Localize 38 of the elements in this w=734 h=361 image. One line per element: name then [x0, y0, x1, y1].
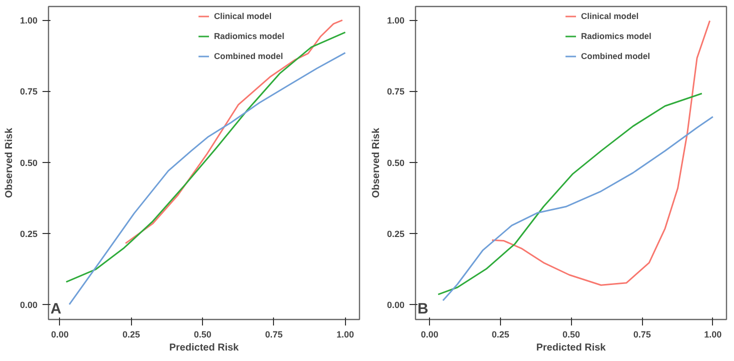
legend-label: Combined model [214, 51, 283, 61]
x-tick-label: 1.00 [704, 330, 722, 340]
x-axis-title: Predicted Risk [169, 342, 240, 354]
legend-label: Clinical model [214, 11, 272, 21]
x-tick-label: 0.00 [420, 330, 438, 340]
y-axis-title: Observed Risk [4, 128, 15, 198]
y-tick-label: 0.50 [386, 158, 405, 168]
x-tick-label: 0.75 [265, 330, 283, 340]
x-tick-label: 0.00 [51, 330, 69, 340]
x-axis-title: Predicted Risk [536, 342, 606, 354]
x-tick-label: 1.00 [336, 330, 354, 340]
x-tick-label: 0.25 [122, 330, 140, 340]
y-tick-label: 0.00 [386, 300, 405, 310]
y-tick-label: 1.00 [386, 16, 405, 26]
y-tick-label: 1.00 [20, 16, 38, 26]
line-series [437, 92, 703, 296]
legend-label: Radiomics model [214, 31, 284, 41]
y-tick-label: 0.50 [20, 158, 38, 168]
x-tick-label: 0.50 [562, 330, 580, 340]
y-axis-title: Observed Risk [370, 128, 382, 198]
line-series [442, 116, 714, 302]
line-series [65, 32, 346, 283]
y-tick-label: 0.75 [386, 86, 405, 97]
legend-label: Combined model [581, 51, 650, 61]
x-tick-label: 0.25 [492, 330, 510, 340]
annotation: A [50, 300, 62, 318]
legend-label: Radiomics model [581, 31, 652, 41]
legend-label: Clinical model [581, 11, 639, 21]
x-tick-label: 0.75 [633, 330, 651, 340]
line-series [491, 20, 711, 286]
y-tick-label: 0.25 [20, 228, 38, 239]
x-tick-label: 0.50 [194, 330, 212, 340]
line-series [68, 52, 346, 306]
line-series [124, 19, 344, 244]
y-tick-label: 0.75 [20, 86, 38, 97]
annotation: B [418, 300, 428, 318]
y-tick-label: 0.00 [20, 300, 38, 310]
y-tick-label: 0.25 [386, 228, 405, 239]
